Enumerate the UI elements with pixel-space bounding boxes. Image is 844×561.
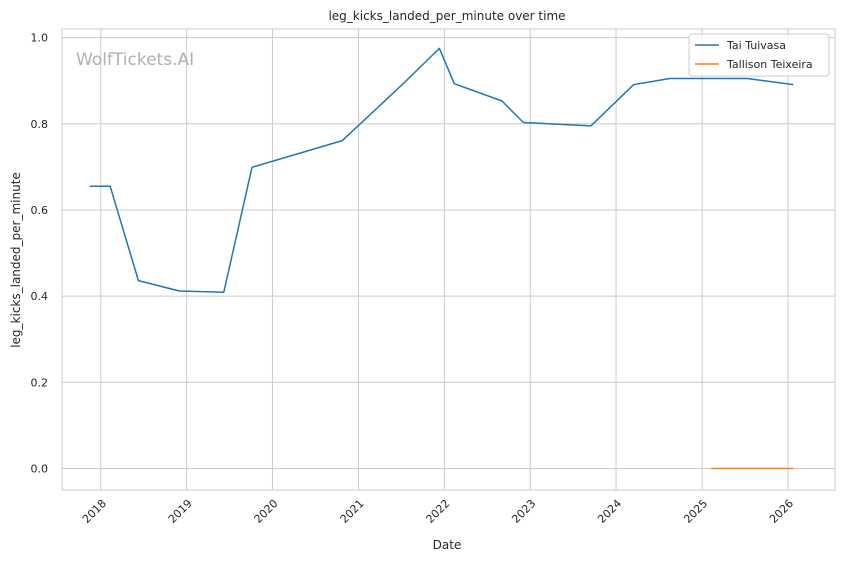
y-tick-label: 0.0 [31,462,49,475]
series-lines [89,47,794,470]
x-tick-label: 2022 [424,497,453,526]
x-tick-label: 2023 [509,497,538,526]
x-tick-label: 2021 [338,497,367,526]
chart-title: leg_kicks_landed_per_minute over time [328,9,565,23]
y-tick-label: 0.6 [31,204,49,217]
x-tick-labels: 2018 2019 2020 2021 2022 2023 2024 2025 2026 [80,497,796,526]
legend: Tai Tuivasa Tallison Teixeira [688,33,830,77]
y-axis-label: leg_kicks_landed_per_minute [9,172,23,348]
x-tick-label: 2018 [80,497,109,526]
legend-label: Tallison Teixeira [726,58,813,71]
x-tick-label: 2024 [595,497,624,526]
legend-label: Tai Tuivasa [726,39,786,52]
legend-box [688,33,830,77]
y-tick-label: 0.4 [31,290,49,303]
y-tick-label: 1.0 [31,32,49,45]
x-tick-label: 2020 [252,497,281,526]
x-tick-label: 2026 [767,497,796,526]
plot-area [62,29,835,490]
plot-frame [61,28,836,491]
x-tick-label: 2025 [681,497,710,526]
y-tick-label: 0.8 [31,118,49,131]
series-line-0 [89,47,794,293]
x-axis-label: Date [433,538,462,552]
watermark-text: WolfTickets.AI [76,50,194,70]
x-tick-label: 2019 [166,497,195,526]
x-gridlines [100,29,789,490]
y-tick-labels: 0.0 0.2 0.4 0.6 0.8 1.0 [31,32,49,476]
y-tick-label: 0.2 [31,376,49,389]
